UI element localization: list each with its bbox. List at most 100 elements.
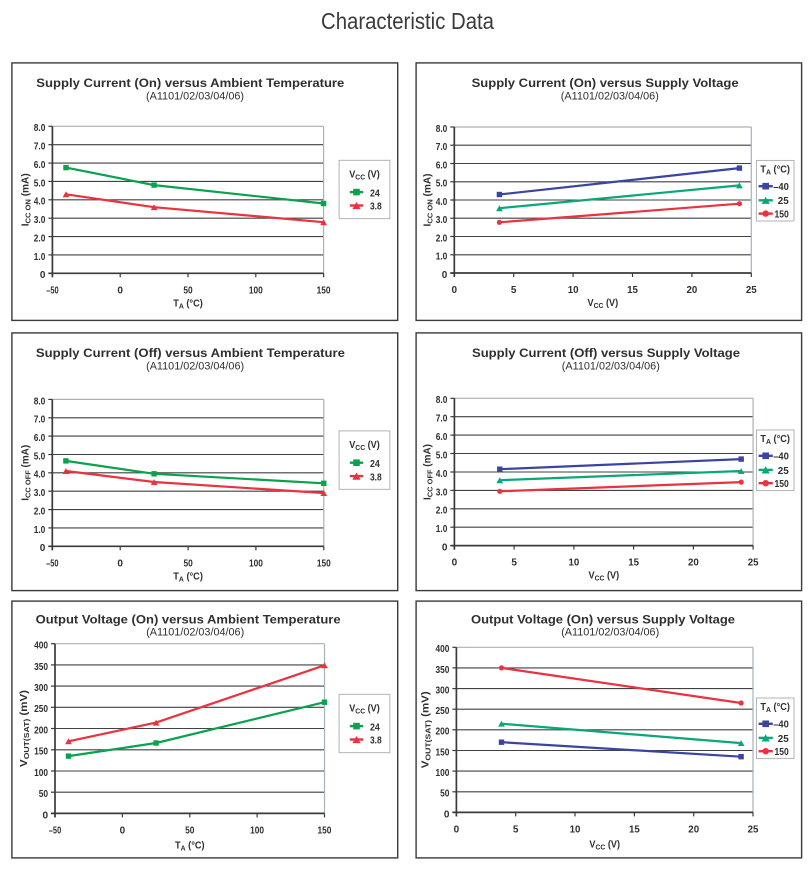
svg-text:TA (°C): TA (°C) — [173, 571, 203, 583]
svg-text:TA (°C): TA (°C) — [760, 702, 790, 714]
svg-text:7.0: 7.0 — [436, 414, 448, 425]
svg-text:5: 5 — [511, 285, 517, 296]
svg-text:VOUT(SAT) (mV): VOUT(SAT) (mV) — [420, 691, 432, 768]
svg-text:3.8: 3.8 — [370, 472, 382, 483]
svg-text:0: 0 — [442, 270, 448, 281]
svg-text:50: 50 — [185, 825, 195, 836]
svg-text:0: 0 — [117, 285, 123, 296]
svg-text:TA (°C): TA (°C) — [175, 840, 205, 852]
svg-text:4.0: 4.0 — [436, 197, 448, 208]
svg-text:20: 20 — [688, 824, 699, 835]
svg-text:6.0: 6.0 — [436, 432, 448, 443]
svg-text:6.0: 6.0 — [436, 160, 448, 171]
svg-text:VCC (V): VCC (V) — [349, 703, 380, 715]
svg-text:24: 24 — [370, 459, 380, 470]
svg-text:–50: –50 — [49, 825, 62, 836]
svg-text:VCC (V): VCC (V) — [349, 440, 380, 452]
svg-text:350: 350 — [436, 665, 450, 676]
svg-text:15: 15 — [629, 824, 640, 835]
svg-text:150: 150 — [317, 558, 331, 569]
svg-text:8.0: 8.0 — [34, 396, 46, 407]
svg-text:6.0: 6.0 — [34, 433, 46, 444]
svg-text:ICC OFF (mA): ICC OFF (mA) — [20, 445, 32, 501]
svg-text:4.0: 4.0 — [34, 197, 46, 208]
svg-text:20: 20 — [688, 558, 699, 569]
svg-text:ICC OFF (mA): ICC OFF (mA) — [422, 444, 434, 500]
svg-text:250: 250 — [34, 704, 48, 715]
svg-text:25: 25 — [746, 285, 757, 296]
svg-text:100: 100 — [249, 285, 263, 296]
svg-text:5.0: 5.0 — [34, 451, 46, 462]
svg-text:3.0: 3.0 — [436, 215, 448, 226]
svg-text:1.0: 1.0 — [436, 524, 448, 535]
svg-text:100: 100 — [34, 768, 48, 779]
svg-text:Supply Current (On) versus Sup: Supply Current (On) versus Supply Voltag… — [472, 76, 739, 90]
svg-text:VCC (V): VCC (V) — [588, 298, 619, 310]
svg-text:400: 400 — [34, 641, 48, 652]
svg-text:7.0: 7.0 — [34, 142, 46, 153]
svg-text:7.0: 7.0 — [436, 142, 448, 153]
svg-text:150: 150 — [436, 747, 450, 758]
svg-text:15: 15 — [627, 285, 638, 296]
svg-text:ICC ON (mA): ICC ON (mA) — [422, 174, 434, 227]
svg-text:–40: –40 — [773, 452, 789, 463]
svg-text:TA (°C): TA (°C) — [760, 434, 790, 446]
svg-text:Supply Current (Off) versus Am: Supply Current (Off) versus Ambient Temp… — [36, 346, 345, 360]
svg-text:150: 150 — [775, 747, 790, 758]
svg-text:0: 0 — [117, 558, 123, 569]
svg-text:300: 300 — [34, 683, 48, 694]
svg-text:5.0: 5.0 — [436, 450, 448, 461]
svg-text:–40: –40 — [773, 182, 789, 193]
svg-text:–40: –40 — [773, 720, 789, 731]
svg-text:0: 0 — [442, 543, 448, 554]
svg-text:0: 0 — [40, 270, 46, 281]
svg-text:TA (°C): TA (°C) — [173, 298, 203, 310]
svg-text:5: 5 — [511, 558, 517, 569]
svg-text:150: 150 — [318, 825, 332, 836]
svg-text:4.0: 4.0 — [436, 469, 448, 480]
svg-text:25: 25 — [778, 734, 789, 745]
svg-text:2.0: 2.0 — [34, 507, 46, 518]
svg-text:0: 0 — [120, 825, 126, 836]
svg-text:0: 0 — [444, 809, 450, 820]
svg-text:8.0: 8.0 — [34, 123, 46, 134]
svg-text:10: 10 — [569, 558, 580, 569]
svg-text:Supply Current (On) versus Amb: Supply Current (On) versus Ambient Tempe… — [36, 76, 344, 90]
svg-text:15: 15 — [628, 558, 639, 569]
svg-text:0: 0 — [452, 285, 458, 296]
svg-text:25: 25 — [748, 824, 759, 835]
svg-text:(A1101/02/03/04/06): (A1101/02/03/04/06) — [146, 91, 244, 103]
svg-text:350: 350 — [34, 662, 48, 673]
svg-text:250: 250 — [436, 706, 450, 717]
svg-text:(A1101/02/03/04/06): (A1101/02/03/04/06) — [146, 627, 244, 639]
svg-text:3.8: 3.8 — [370, 736, 382, 747]
svg-text:400: 400 — [436, 644, 450, 655]
svg-text:Characteristic Data: Characteristic Data — [321, 8, 495, 34]
svg-text:2.0: 2.0 — [436, 233, 448, 244]
svg-text:Output Voltage (On) versus Amb: Output Voltage (On) versus Ambient Tempe… — [36, 613, 341, 627]
svg-text:6.0: 6.0 — [34, 160, 46, 171]
svg-text:200: 200 — [34, 725, 48, 736]
svg-text:20: 20 — [687, 285, 698, 296]
svg-text:3.0: 3.0 — [436, 487, 448, 498]
svg-text:VCC (V): VCC (V) — [589, 571, 620, 583]
svg-text:(A1101/02/03/04/06): (A1101/02/03/04/06) — [561, 627, 659, 639]
svg-text:0: 0 — [42, 810, 48, 821]
svg-text:10: 10 — [568, 285, 579, 296]
svg-text:150: 150 — [317, 285, 331, 296]
svg-text:7.0: 7.0 — [34, 415, 46, 426]
svg-text:3.8: 3.8 — [370, 202, 382, 213]
svg-text:150: 150 — [775, 210, 790, 221]
svg-text:(A1101/02/03/04/06): (A1101/02/03/04/06) — [561, 91, 659, 103]
svg-text:200: 200 — [436, 727, 450, 738]
svg-text:1.0: 1.0 — [34, 525, 46, 536]
svg-text:25: 25 — [748, 558, 759, 569]
svg-text:–50: –50 — [46, 558, 59, 569]
svg-text:50: 50 — [440, 789, 450, 800]
svg-text:Supply Current (Off) versus Su: Supply Current (Off) versus Supply Volta… — [472, 346, 740, 360]
svg-text:24: 24 — [370, 188, 380, 199]
svg-text:50: 50 — [183, 558, 193, 569]
svg-text:VOUT(SAT) (mV): VOUT(SAT) (mV) — [19, 690, 31, 767]
svg-text:24: 24 — [370, 722, 380, 733]
svg-text:2.0: 2.0 — [436, 506, 448, 517]
